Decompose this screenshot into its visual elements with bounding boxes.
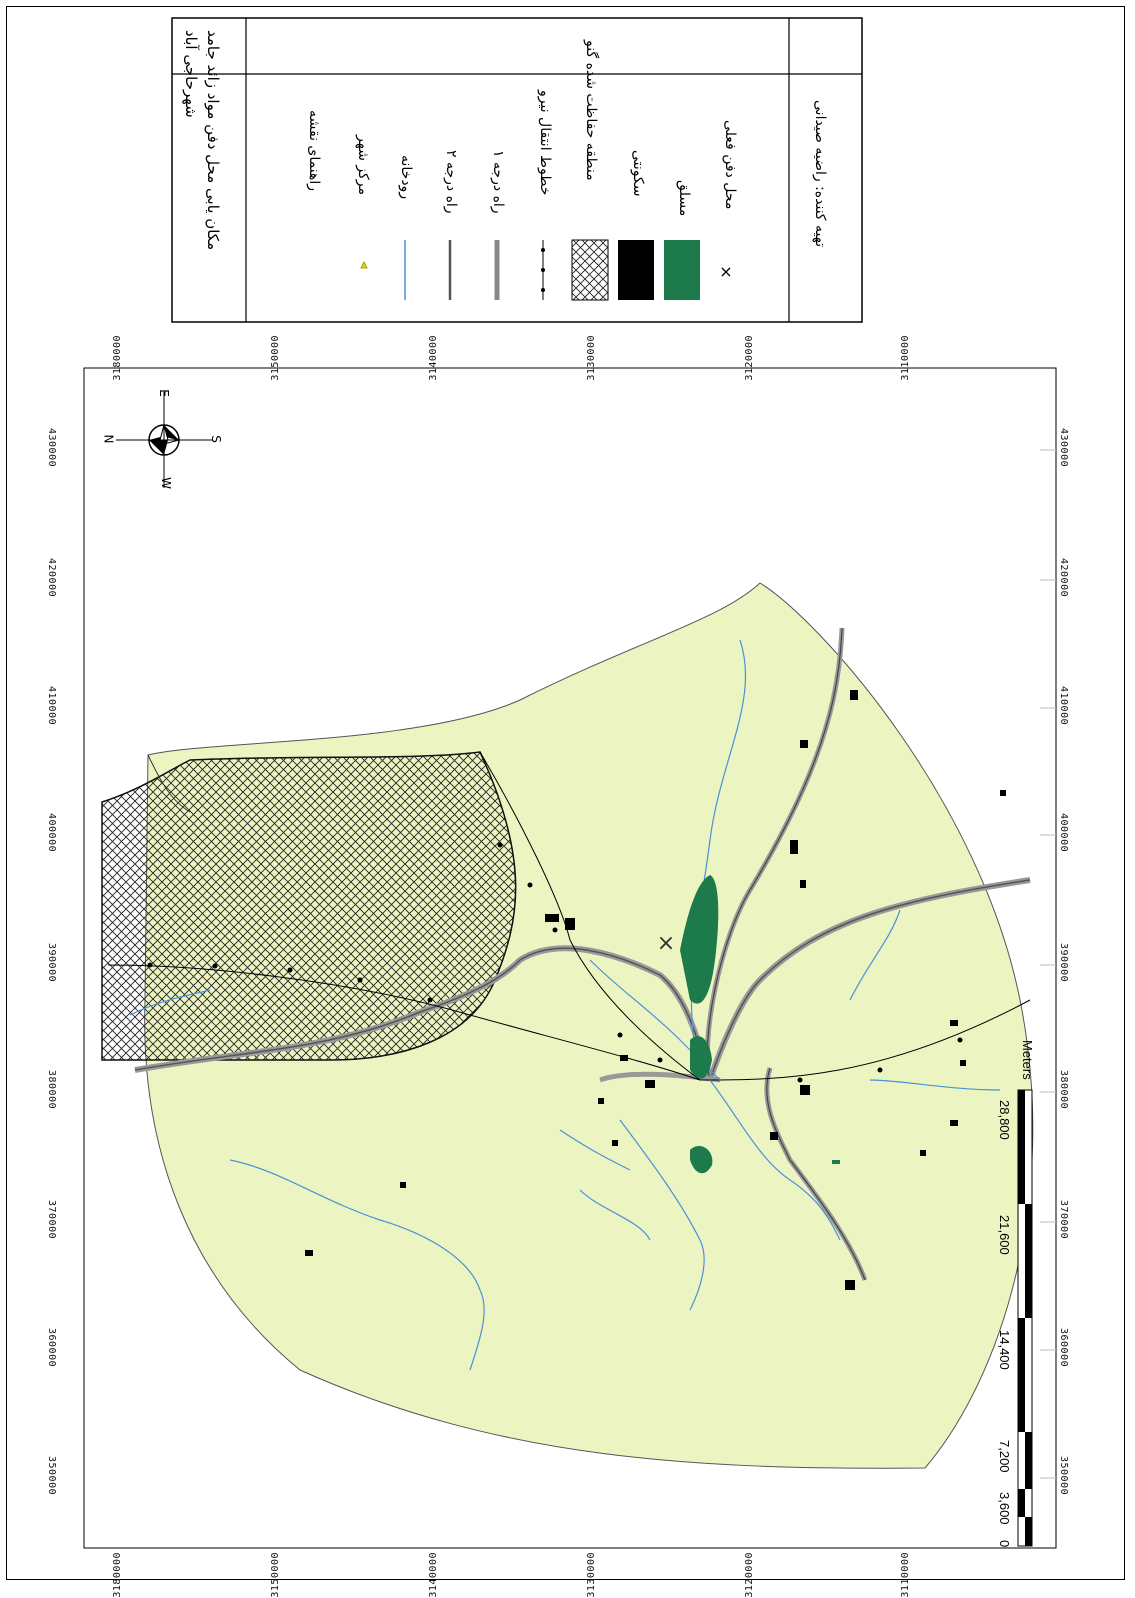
- landfill-x-symbol: ×: [719, 262, 732, 281]
- green-area-symbol: [664, 240, 700, 300]
- green-areas: [680, 875, 840, 1174]
- legend-label-residential: سکونتی: [630, 150, 646, 197]
- easting-label-left: 430000: [46, 428, 57, 468]
- map-frame: [6, 6, 1125, 1580]
- easting-label-left: 370000: [46, 1200, 57, 1240]
- easting-label-left: 350000: [46, 1456, 57, 1496]
- settlements: [305, 690, 1006, 1290]
- legend-label-river: رودخانه: [398, 155, 414, 200]
- easting-label: 410000: [1058, 686, 1069, 726]
- west-label: W: [158, 477, 173, 489]
- easting-label: 380000: [1058, 1070, 1069, 1110]
- northing-label: 3130000: [586, 335, 597, 381]
- power-lines: [107, 751, 1031, 1081]
- legend-label-powerline: خطوط انتقال نیرو: [537, 90, 553, 196]
- legend-box: [171, 17, 863, 323]
- scale-tick-label: 3,600: [997, 1492, 1012, 1525]
- northing-label-bottom: 3110000: [900, 1552, 911, 1598]
- boundary-line: [147, 754, 191, 813]
- south-label: S: [208, 435, 223, 443]
- scale-unit-label: Meters: [1020, 1040, 1035, 1080]
- powerline-symbol: [541, 240, 545, 300]
- scale-tick-label: 0: [997, 1540, 1012, 1548]
- residential-symbol: [618, 240, 654, 300]
- scale-tick-label: 14,400: [997, 1330, 1012, 1370]
- legend-label-city-center: مرکز شهر: [355, 135, 371, 195]
- northing-label-bottom: 3150000: [270, 1552, 281, 1598]
- legend-label-road2: راه درجه ۲: [443, 150, 459, 214]
- easting-label-left: 400000: [46, 813, 57, 853]
- scale-tick-label: 7,200: [997, 1440, 1012, 1473]
- easting-label-left: 360000: [46, 1328, 57, 1368]
- map-credit: تهیه کننده: راضیه صیدانی: [812, 100, 828, 248]
- northing-label: 3180000: [112, 335, 123, 381]
- power-line-nodes: [147, 842, 963, 1083]
- legend-label-green: مسلق: [676, 180, 692, 217]
- easting-label: 420000: [1058, 558, 1069, 598]
- legend-heading: راهنمای نقشه: [306, 110, 322, 191]
- easting-label: 370000: [1058, 1200, 1069, 1240]
- northing-label: 3140000: [428, 335, 439, 381]
- easting-label: 350000: [1058, 1456, 1069, 1496]
- grid-ticks: [1040, 449, 1056, 1479]
- rivers: [129, 639, 1001, 1371]
- protected-area: [101, 751, 517, 1061]
- easting-label: 360000: [1058, 1328, 1069, 1368]
- easting-label-left: 410000: [46, 686, 57, 726]
- northing-label: 3150000: [270, 335, 281, 381]
- map-neatline: [83, 367, 1057, 1549]
- easting-label: 430000: [1058, 428, 1069, 468]
- scale-tick-label: 28,800: [997, 1100, 1012, 1140]
- protected-area-symbol: [571, 239, 609, 301]
- north-arrow: [116, 392, 212, 488]
- north-label: N: [101, 434, 116, 444]
- map-title-line2: شهرحاجی آباد: [182, 30, 200, 118]
- map-title-line1: مکان یابی محل دفن مواد زائد جامد: [204, 30, 222, 251]
- northing-label-bottom: 3120000: [744, 1552, 755, 1598]
- northing-label-bottom: 3130000: [586, 1552, 597, 1598]
- legend-label-landfill: محل دفن فعلی: [722, 120, 738, 210]
- easting-label-left: 420000: [46, 558, 57, 598]
- northing-label: 3120000: [744, 335, 755, 381]
- map-title: مکان یابی محل دفن مواد زائد جامد شهرحاجی…: [180, 30, 224, 310]
- legend-label-protected: منطقه حفاظت شده گنو: [583, 40, 599, 181]
- easting-label-left: 380000: [46, 1070, 57, 1110]
- east-label: E: [156, 389, 171, 397]
- legend-label-road1: راه درجه ۱: [490, 150, 506, 214]
- easting-label-left: 390000: [46, 943, 57, 983]
- scale-bar: [1017, 1089, 1033, 1547]
- current-landfill-marker: ×: [657, 931, 675, 956]
- northing-label-bottom: 3140000: [428, 1552, 439, 1598]
- city-center-symbol: [360, 260, 368, 269]
- easting-label: 400000: [1058, 813, 1069, 853]
- scale-tick-label: 21,600: [997, 1215, 1012, 1255]
- northing-label-bottom: 3180000: [112, 1552, 123, 1598]
- easting-label: 390000: [1058, 943, 1069, 983]
- northing-label: 3110000: [900, 335, 911, 381]
- roads: [134, 627, 1031, 1281]
